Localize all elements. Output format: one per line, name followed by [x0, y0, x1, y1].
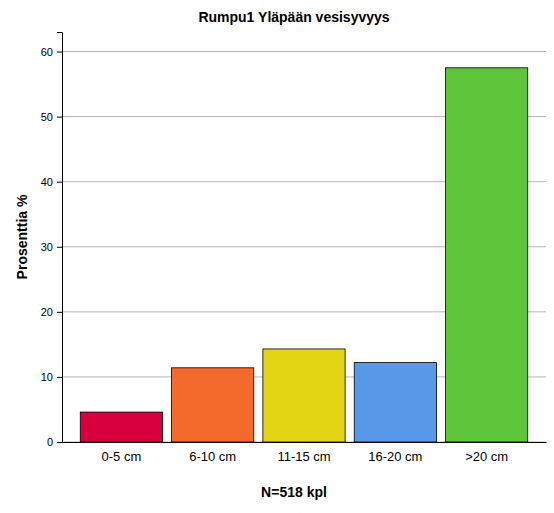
x-tick-label: 0-5 cm [101, 449, 141, 464]
y-tick-mark [57, 182, 62, 183]
bar [263, 349, 345, 442]
y-tick: 0 [47, 436, 62, 448]
x-tick: 0-5 cm [101, 442, 141, 464]
y-axis-title: Prosenttia % [14, 194, 30, 279]
y-tick-mark [57, 247, 62, 248]
bar [446, 68, 528, 442]
x-tick: 6-10 cm [189, 442, 236, 464]
y-tick-mark [57, 442, 62, 443]
y-tick: 30 [41, 241, 62, 253]
x-tick: 11-15 cm [277, 442, 330, 464]
y-tick-label: 20 [41, 306, 53, 318]
plot-area: 0 10 20 30 40 50 60 0-5 cm 6-10 cm 11-15 cm 16-20 … [41, 33, 547, 465]
bar [354, 363, 436, 442]
grid [62, 52, 546, 442]
x-tick-label: 11-15 cm [277, 449, 330, 464]
y-tick-label: 0 [47, 436, 53, 448]
title: Rumpu1 Yläpään vesisyvyys [198, 9, 389, 25]
y-tick-mark [57, 312, 62, 313]
y-tick: 10 [41, 371, 62, 383]
x-axis-title: N=518 kpl [261, 484, 327, 500]
bar [80, 412, 162, 442]
grid-line [62, 51, 546, 52]
x-tick-label: >20 cm [465, 449, 508, 464]
y-tick-label: 30 [41, 241, 53, 253]
y-tick-label: 10 [41, 371, 53, 383]
y-tick: 60 [41, 46, 62, 58]
x-axis-line [63, 442, 547, 443]
y-tick-mark [57, 52, 62, 53]
y-tick: 40 [41, 176, 62, 188]
bars [80, 68, 527, 442]
y-axis-line [57, 33, 63, 443]
x-tick: 16-20 cm [368, 442, 422, 464]
y-tick-mark [57, 377, 62, 378]
y-tick: 20 [41, 306, 62, 318]
y-tick-label: 50 [41, 111, 53, 123]
y-axis: 0 10 20 30 40 50 60 [41, 33, 63, 449]
bar [172, 368, 254, 442]
y-tick-label: 60 [41, 46, 53, 58]
y-tick: 50 [41, 111, 62, 123]
x-tick: >20 cm [465, 442, 508, 464]
y-tick-mark [57, 117, 62, 118]
y-tick-label: 40 [41, 176, 53, 188]
chart: 0 10 20 30 40 50 60 0-5 cm 6-10 cm 11-15 cm 16-20 … [0, 0, 554, 513]
x-tick-label: 6-10 cm [189, 449, 236, 464]
x-tick-label: 16-20 cm [368, 449, 422, 464]
x-axis: 0-5 cm 6-10 cm 11-15 cm 16-20 cm >20 cm [63, 442, 547, 464]
